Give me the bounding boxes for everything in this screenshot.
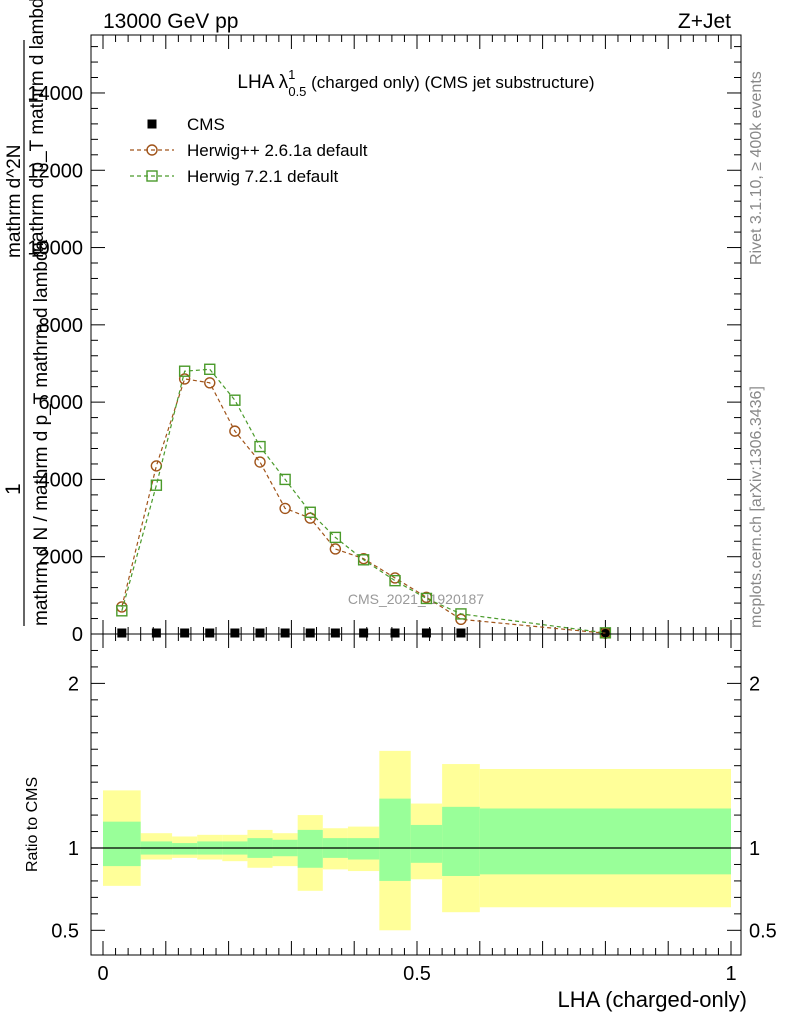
- data-point: [279, 502, 291, 515]
- y-tick-label: 0: [72, 624, 83, 646]
- y-axis-label-line: mathrm d p_T mathrm d lambda: [27, 0, 48, 258]
- data-point: [229, 425, 241, 437]
- main-panel: 0 2000 4000 6000 8000 10000 12000 14000 LHA λ1 0.…: [2, 0, 742, 646]
- data-point: [359, 628, 369, 638]
- series-line: [121, 378, 606, 634]
- data-point: [146, 144, 158, 156]
- y-tick-label: 6000: [39, 392, 84, 414]
- y-tick-label: 12000: [27, 160, 83, 182]
- data-point: [456, 628, 466, 638]
- ratio-y-tick-label: 2: [68, 673, 79, 695]
- ratio-frame: [90, 633, 742, 956]
- data-point: [230, 628, 240, 638]
- data-point: [254, 440, 266, 453]
- data-point: [357, 554, 370, 566]
- data-point: [255, 628, 265, 638]
- data-point: [180, 628, 190, 638]
- ratio-band-inner: [347, 838, 380, 860]
- data-point: [204, 363, 216, 375]
- watermark: CMS_2021_I1920187: [348, 591, 484, 607]
- data-point: [254, 456, 266, 468]
- y-tick-label: 10000: [27, 238, 83, 260]
- data-point: [178, 373, 191, 385]
- ratio-band-inner: [410, 824, 443, 863]
- ratio-band-inner: [479, 808, 731, 875]
- ratio-band-inner: [297, 829, 323, 868]
- legend-label: Herwig++ 2.6.1a default: [187, 141, 368, 160]
- series-2: [116, 363, 612, 639]
- data-point: [204, 377, 216, 389]
- legend-label: Herwig 7.2.1 default: [187, 167, 338, 186]
- ratio-y-tick-label-right: 0.5: [749, 920, 777, 942]
- x-tick-label: 0: [97, 963, 108, 985]
- legend: CMS Herwig++ 2.6.1a default Herwig 7.2.1 d…: [130, 115, 368, 186]
- rivet-label: Rivet 3.1.10, ≥ 400k events: [748, 71, 765, 265]
- chart-title: LHA λ1 0.5 (charged only) (CMS jet substr…: [237, 67, 594, 99]
- mcplots-label: mcplots.cern.ch [arXiv:1306.3436]: [748, 386, 765, 628]
- data-point: [205, 628, 215, 638]
- data-point: [146, 170, 158, 182]
- data-point: [421, 628, 431, 638]
- data-point: [150, 479, 163, 491]
- ratio-y-axis-label: Ratio to CMS: [24, 777, 41, 872]
- x-axis-label: LHA (charged-only): [557, 987, 747, 1012]
- legend-label: CMS: [187, 115, 225, 134]
- data-point: [420, 592, 433, 605]
- ratio-band-inner: [103, 821, 141, 867]
- series-line: [121, 368, 606, 634]
- data-point: [178, 365, 191, 377]
- data-point: [229, 394, 241, 406]
- data-point: [389, 574, 401, 587]
- data-point: [329, 543, 342, 555]
- y-axis-label-line: mathrm d^2N: [4, 145, 25, 258]
- ratio-y-tick-label: 0.5: [51, 920, 79, 942]
- x-tick-label: 0.5: [403, 963, 431, 985]
- data-point: [305, 628, 315, 638]
- data-point: [150, 460, 163, 472]
- data-point: [304, 506, 316, 518]
- y-axis-label-line: mathrm d N / mathrm d p_T mathrm d lambd…: [31, 239, 52, 626]
- ratio-panel: 0.5 0.5 1 1 2 2 0 0.5 1 Ratio to CMS LHA (charged-…: [24, 633, 777, 1012]
- y-tick-label: 8000: [39, 315, 84, 337]
- data-point: [330, 628, 340, 638]
- energy-label: 13000 GeV pp: [103, 10, 238, 33]
- y-tick-label: 2000: [39, 547, 84, 569]
- data-point: [329, 531, 342, 544]
- x-tick-label: 1: [725, 963, 736, 985]
- ratio-y-tick-label-right: 1: [749, 838, 760, 860]
- ratio-band-inner: [172, 843, 198, 855]
- ratio-y-tick-label: 1: [68, 838, 79, 860]
- y-tick-label: 14000: [27, 83, 83, 105]
- y-axis-label-line: 1: [2, 483, 25, 495]
- data-point: [116, 605, 128, 617]
- ratio-y-tick-label-right: 2: [749, 673, 760, 695]
- ratio-band-inner: [379, 798, 411, 881]
- process-label: Z+Jet: [678, 10, 731, 33]
- data-point: [279, 473, 291, 486]
- data-point: [455, 608, 467, 620]
- ratio-band-inner: [442, 806, 480, 876]
- y-axis-label: mathrm d N / mathrm d p_T mathrm d lambd…: [2, 0, 52, 626]
- data-point: [390, 628, 400, 638]
- data-point: [117, 628, 127, 638]
- data-point: [147, 119, 157, 129]
- y-tick-label: 4000: [39, 469, 84, 491]
- data-point: [280, 628, 290, 638]
- data-point: [151, 628, 161, 638]
